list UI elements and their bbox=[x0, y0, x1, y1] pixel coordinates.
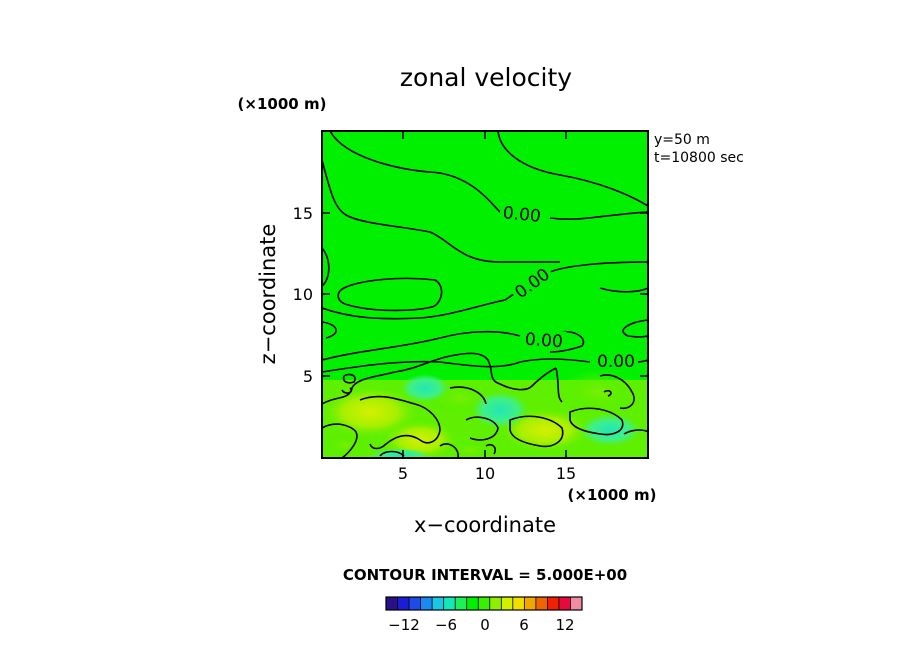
contour-line bbox=[439, 443, 459, 458]
contour-label: 0.00 bbox=[524, 330, 563, 353]
colorbar-segment bbox=[420, 597, 433, 610]
colorbar-segment bbox=[512, 597, 525, 610]
contour-line bbox=[599, 374, 635, 410]
contour-line bbox=[322, 352, 557, 405]
y-tick-label: 5 bbox=[303, 367, 313, 386]
contour-line bbox=[599, 287, 648, 293]
colorbar-segment bbox=[466, 597, 479, 610]
y-axis-label: z−coordinate bbox=[256, 224, 280, 365]
colorbar-tick-label: −12 bbox=[388, 616, 420, 634]
y-unit-label: (×1000 m) bbox=[238, 95, 327, 113]
info-t-text: t=10800 sec bbox=[654, 150, 744, 166]
contour-line bbox=[465, 416, 499, 441]
contour-line bbox=[497, 131, 648, 207]
info-y-text: y=50 m bbox=[654, 132, 710, 148]
contour-line bbox=[549, 211, 648, 220]
contour-line bbox=[555, 367, 563, 403]
colorbar-segment bbox=[535, 597, 548, 610]
contour-line bbox=[449, 386, 487, 405]
contour-line bbox=[322, 321, 337, 339]
contour-label: 0.00 bbox=[502, 203, 542, 227]
colorbar-tick-label: 0 bbox=[480, 616, 490, 634]
colorbar-segment bbox=[455, 597, 468, 610]
contour-line bbox=[322, 330, 521, 361]
x-unit-label: (×1000 m) bbox=[568, 486, 657, 504]
chart-title: zonal velocity bbox=[400, 63, 572, 92]
colorbar-segment bbox=[558, 597, 571, 610]
y-tick-label: 10 bbox=[293, 285, 313, 304]
contour-line bbox=[549, 330, 585, 353]
contour-line bbox=[322, 261, 648, 320]
colorbar-segment bbox=[501, 597, 514, 610]
contour-line bbox=[359, 395, 441, 450]
colorbar-segment bbox=[409, 597, 421, 610]
contour-line bbox=[337, 277, 443, 312]
colorbar-tick-label: 6 bbox=[519, 616, 529, 634]
x-axis-label: x−coordinate bbox=[414, 513, 556, 537]
y-tick-label: 15 bbox=[293, 204, 313, 223]
colorbar bbox=[385, 596, 583, 611]
contour-line bbox=[485, 443, 497, 455]
contour-line bbox=[622, 319, 648, 338]
contour-line bbox=[322, 247, 330, 287]
colorbar-segment bbox=[489, 597, 502, 610]
contour-line bbox=[322, 159, 560, 263]
colorbar-frame bbox=[385, 596, 583, 611]
contour-interval-text: CONTOUR INTERVAL = 5.000E+00 bbox=[343, 566, 627, 584]
x-tick-label: 5 bbox=[398, 464, 408, 483]
colorbar-segment bbox=[397, 597, 410, 610]
contour-line bbox=[342, 373, 356, 384]
colorbar-tick-label: −6 bbox=[435, 616, 457, 634]
colorbar-segment bbox=[524, 597, 537, 610]
heatmap-field bbox=[322, 131, 648, 458]
colorbar-segment bbox=[432, 597, 444, 610]
contour-line bbox=[329, 131, 501, 213]
contour-label: 0.00 bbox=[597, 352, 635, 372]
colorbar-segment bbox=[547, 597, 560, 610]
axis-ticks bbox=[322, 131, 648, 458]
contour-line bbox=[603, 389, 612, 397]
contour-line bbox=[341, 387, 353, 394]
contour-line bbox=[569, 407, 624, 436]
colorbar-segment bbox=[570, 597, 583, 610]
contour-line bbox=[322, 423, 358, 458]
x-tick-label: 10 bbox=[475, 464, 495, 483]
colorbar-segment bbox=[443, 597, 456, 610]
contour-line bbox=[509, 415, 564, 448]
contour-lines bbox=[322, 131, 648, 458]
x-tick-label: 15 bbox=[556, 464, 576, 483]
colorbar-tick-label: 12 bbox=[555, 616, 574, 634]
colorbar-segment bbox=[386, 597, 398, 610]
contour-line bbox=[322, 358, 591, 373]
colorbar-segment bbox=[478, 597, 491, 610]
